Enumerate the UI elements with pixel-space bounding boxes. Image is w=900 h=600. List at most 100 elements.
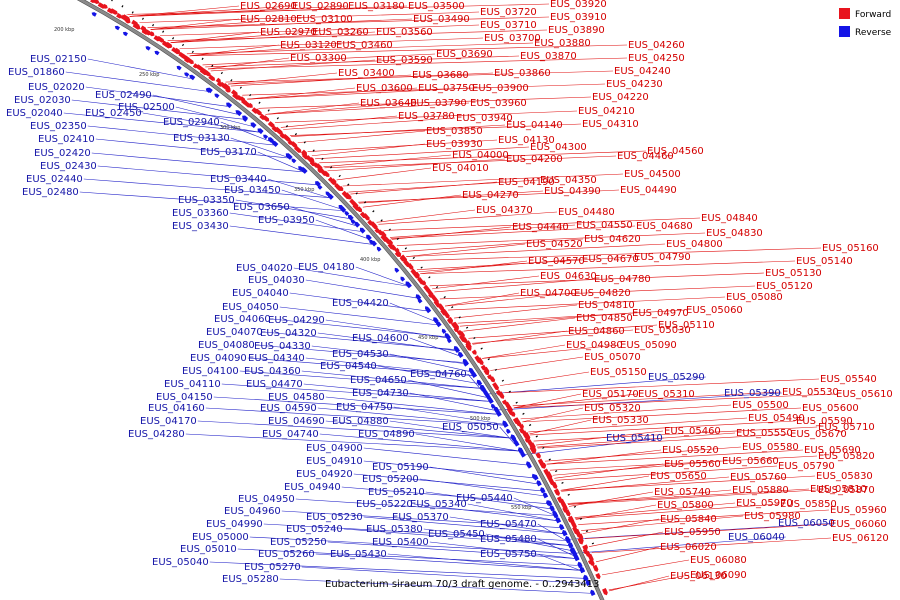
reverse-gene-feature xyxy=(328,194,334,200)
gene-label: EUS_04220 xyxy=(592,92,649,103)
leader-line xyxy=(311,345,465,364)
forward-gene-feature xyxy=(149,31,155,37)
gene-label: EUS_04290 xyxy=(268,315,325,326)
gene-label: EUS_04270 xyxy=(462,190,519,201)
leader-line xyxy=(585,523,830,539)
gene-label: EUS_06050 xyxy=(778,518,835,529)
forward-gene-feature xyxy=(380,234,388,242)
leader-line xyxy=(423,528,569,546)
leader-line xyxy=(189,44,336,57)
scale-ticks: 200 kbp 250 kbp 300 kbp 350 kbp 400 kbp … xyxy=(54,27,531,511)
leader-line xyxy=(407,379,487,398)
forward-gene-feature xyxy=(309,160,316,167)
gene-label: EUS_04300 xyxy=(530,142,587,153)
gene-label: EUS_05370 xyxy=(392,512,449,523)
leader-line xyxy=(537,538,574,556)
reverse-gene-feature xyxy=(552,509,557,515)
forward-gene-feature xyxy=(559,498,566,507)
gene-label: EUS_04960 xyxy=(224,506,281,517)
forward-gene-feature xyxy=(554,489,560,496)
gene-label: EUS_05870 xyxy=(818,485,875,496)
gene-label: EUS_03500 xyxy=(408,1,465,12)
leader-line xyxy=(520,404,732,420)
forward-gene-feature xyxy=(453,327,459,333)
leader-line xyxy=(363,460,534,479)
leader-line xyxy=(588,531,664,547)
leader-line xyxy=(186,42,534,55)
forward-gene-feature xyxy=(247,102,253,108)
leader-line xyxy=(189,44,628,57)
leader-line xyxy=(499,426,515,445)
leader-line xyxy=(387,553,581,571)
gene-label: EUS_04350 xyxy=(540,175,597,186)
leader-line xyxy=(419,478,544,497)
leader-line xyxy=(83,178,329,198)
gene-label: EUS_04830 xyxy=(706,228,763,239)
gene-labels: EUS_02150 EUS_01860 EUS_02020 EUS_02030 EUS_… xyxy=(6,0,893,585)
leader-line xyxy=(209,561,584,579)
gene-label: EUS_04700 xyxy=(520,288,577,299)
forward-gene-feature xyxy=(577,533,584,540)
gene-label: EUS_05260 xyxy=(258,549,315,560)
leader-line xyxy=(325,396,497,415)
leader-line xyxy=(265,102,360,115)
gene-label: EUS_01860 xyxy=(8,67,65,78)
gene-label: EUS_04850 xyxy=(576,313,633,324)
feature-tick xyxy=(473,336,476,340)
forward-gene-feature xyxy=(423,285,431,293)
leader-line xyxy=(257,151,302,172)
gene-label: EUS_04730 xyxy=(352,388,409,399)
leader-line xyxy=(293,267,407,287)
feature-tick xyxy=(480,347,483,350)
leader-line xyxy=(265,102,470,115)
gene-label: EUS_04680 xyxy=(636,221,693,232)
gene-label: EUS_03890 xyxy=(548,25,605,36)
reverse-gene-feature xyxy=(394,267,400,273)
feature-tick xyxy=(522,412,525,415)
gene-label: EUS_05290 xyxy=(648,372,705,383)
gene-label: EUS_04170 xyxy=(140,416,197,427)
gene-label: EUS_04210 xyxy=(578,106,635,117)
forward-gene-feature xyxy=(344,192,352,200)
gene-label: EUS_05470 xyxy=(480,519,537,530)
gene-label: EUS_05590 xyxy=(796,416,853,427)
forward-gene-feature xyxy=(510,411,516,417)
forward-gene-feature xyxy=(394,247,400,253)
reverse-gene-feature xyxy=(400,276,406,282)
gene-label: EUS_05110 xyxy=(658,320,715,331)
leader-line xyxy=(445,292,520,307)
leader-line xyxy=(363,516,563,534)
leader-line xyxy=(167,29,548,41)
reverse-gene-feature xyxy=(506,428,511,434)
leader-line xyxy=(416,256,634,271)
forward-gene-feature xyxy=(529,442,536,450)
leader-line xyxy=(363,447,527,466)
reverse-gene-feature xyxy=(559,524,565,531)
reverse-gene-feature xyxy=(536,480,542,487)
leader-line xyxy=(265,102,410,115)
forward-gene-feature xyxy=(577,537,584,545)
forward-gene-feature xyxy=(582,548,589,555)
reverse-gene-feature xyxy=(257,128,264,134)
leader-line xyxy=(413,503,557,521)
leader-line xyxy=(601,559,690,576)
gene-label: EUS_05760 xyxy=(730,472,787,483)
forward-gene-feature xyxy=(587,553,594,562)
leader-line xyxy=(522,407,802,423)
reverse-gene-feature xyxy=(562,530,568,537)
gene-label: EUS_05240 xyxy=(286,524,343,535)
gene-label: EUS_04230 xyxy=(606,79,663,90)
genome-backbone xyxy=(77,0,604,600)
leader-line xyxy=(279,306,437,326)
gene-label: EUS_04240 xyxy=(614,66,671,77)
gene-label: EUS_04320 xyxy=(260,328,317,339)
forward-gene-feature xyxy=(443,310,450,319)
reverse-gene-feature xyxy=(565,537,571,543)
leader-line xyxy=(263,523,566,541)
gene-label: EUS_05960 xyxy=(830,505,887,516)
gene-label: EUS_05430 xyxy=(330,549,387,560)
forward-gene-feature xyxy=(583,544,588,550)
gene-label: EUS_04420 xyxy=(332,298,389,309)
scale-tick-label: 250 kbp xyxy=(139,72,159,78)
leader-line xyxy=(567,488,810,504)
